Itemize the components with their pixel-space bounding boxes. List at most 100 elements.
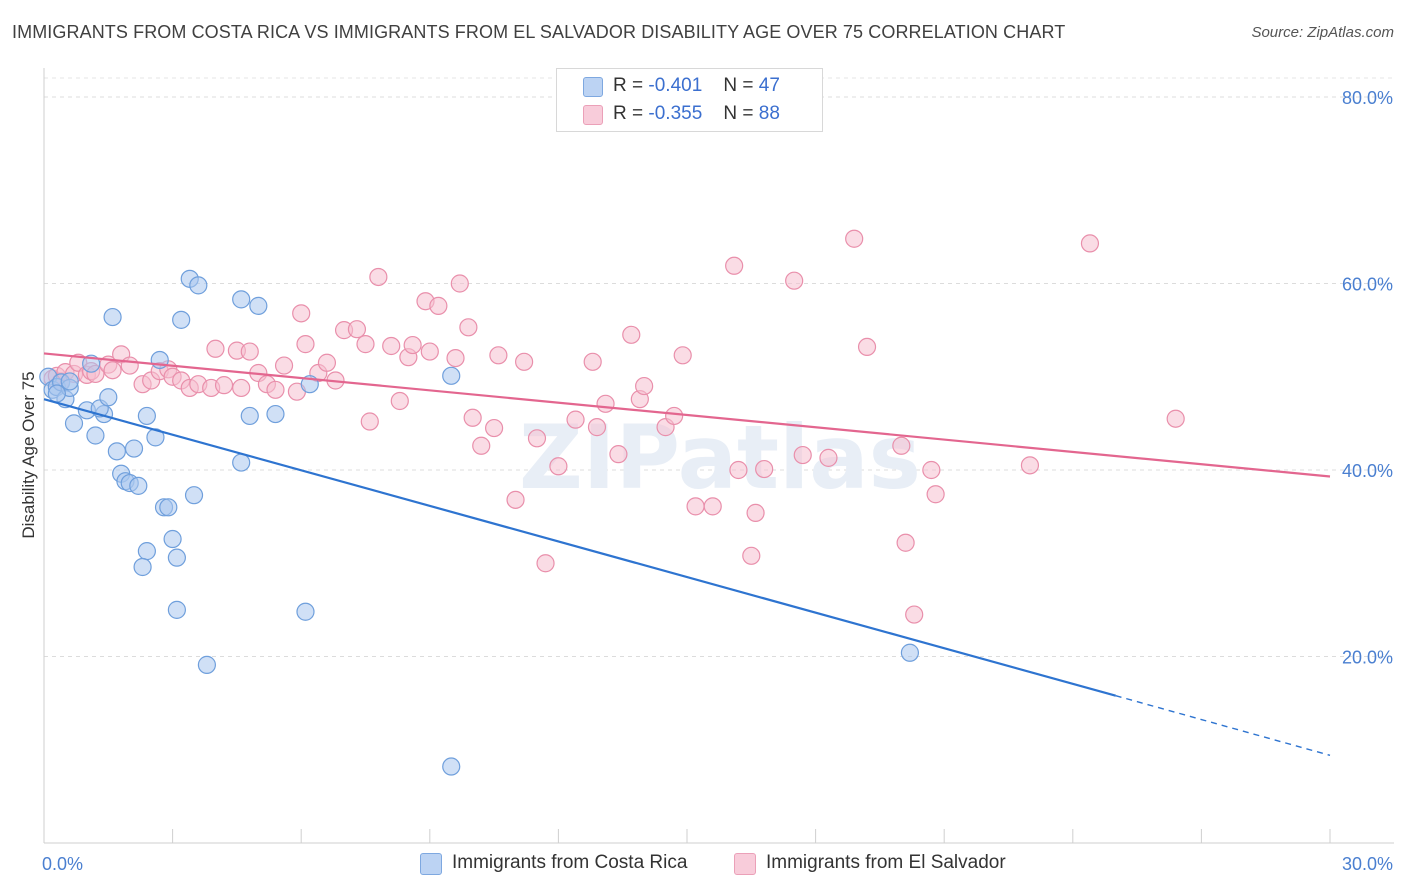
y-axis-title: Disability Age Over 75 (19, 371, 38, 538)
el-salvador-point (793, 445, 812, 465)
el-salvador-point (463, 408, 482, 427)
y-tick-label: 80.0% (1342, 88, 1393, 108)
x-tick-label: 0.0% (42, 854, 83, 874)
legend-n-value: 47 (758, 75, 780, 96)
legend-swatch-pink (583, 105, 603, 125)
el-salvador-point (587, 418, 607, 437)
costa-rica-point (64, 414, 84, 433)
el-salvador-point (103, 361, 122, 380)
x-tick-label: 30.0% (1342, 854, 1393, 874)
el-salvador-point (857, 337, 877, 357)
costa-rica-point (159, 498, 178, 517)
costa-rica-point (129, 476, 148, 495)
legend-n-label: N = (723, 75, 754, 96)
el-salvador-point (1080, 234, 1100, 253)
el-salvador-point (292, 304, 311, 323)
costa-rica-points (39, 269, 920, 776)
bottom-legend-swatch-blue (420, 853, 442, 875)
el-salvador-point (1166, 409, 1185, 428)
costa-rica-point (232, 453, 251, 472)
y-tick-labels: 80.0% 60.0% 40.0% 20.0% (1342, 88, 1393, 668)
el-salvador-point (1020, 456, 1040, 475)
el-salvador-point (725, 256, 744, 275)
costa-rica-point (232, 290, 251, 309)
costa-rica-point (189, 276, 208, 295)
el-salvador-point (596, 394, 615, 413)
el-salvador-point (360, 412, 379, 431)
costa-rica-point (240, 406, 259, 426)
legend-swatch-blue (583, 77, 603, 97)
el-salvador-point (420, 342, 439, 361)
el-salvador-point (274, 356, 294, 375)
source-label: Source: ZipAtlas.com (1251, 24, 1394, 41)
watermark: ZIPatlas (519, 406, 921, 509)
costa-rica-point (197, 655, 216, 674)
costa-rica-point (296, 602, 315, 621)
el-salvador-point (583, 352, 602, 371)
el-salvador-point (665, 406, 684, 426)
legend-r-value: -0.355 (648, 103, 703, 124)
costa-rica-point (184, 486, 204, 505)
costa-rica-point (163, 529, 182, 549)
costa-rica-point (137, 542, 156, 561)
el-salvador-point (896, 533, 915, 552)
el-salvador-point (819, 448, 838, 467)
el-salvador-point (459, 318, 478, 337)
el-salvador-point (845, 229, 864, 248)
costa-rica-point (86, 426, 105, 445)
el-salvador-point (536, 554, 555, 573)
el-salvador-trend-line (43, 352, 1331, 478)
el-salvador-point (926, 485, 945, 504)
el-salvador-point (506, 490, 525, 509)
costa-rica-trend-extension (1115, 694, 1331, 757)
el-salvador-point (742, 546, 761, 565)
costa-rica-trend-line (43, 398, 1116, 697)
el-salvador-point (472, 436, 491, 455)
costa-rica-point (133, 557, 152, 577)
el-salvador-point (622, 325, 641, 344)
costa-rica-point (900, 643, 920, 662)
costa-rica-point (107, 442, 126, 461)
el-salvador-point (120, 356, 139, 375)
bottom-legend-label: Immigrants from El Salvador (766, 852, 1006, 873)
el-salvador-point (369, 267, 388, 287)
costa-rica-point (266, 404, 285, 424)
el-salvador-point (347, 320, 367, 339)
el-salvador-point (549, 457, 568, 476)
el-salvador-point (266, 380, 285, 399)
el-salvador-point (382, 336, 401, 356)
el-salvador-point (390, 391, 409, 411)
el-salvador-point (635, 376, 654, 396)
el-salvador-point (746, 503, 765, 522)
el-salvador-point (515, 352, 534, 371)
legend-r-label: R = (613, 103, 644, 124)
legend-r-label: R = (613, 75, 644, 96)
el-salvador-point (296, 335, 315, 354)
costa-rica-point (47, 384, 66, 403)
costa-rica-point (249, 296, 268, 315)
costa-rica-point (172, 310, 191, 329)
costa-rica-point (103, 307, 122, 327)
y-tick-label: 60.0% (1342, 275, 1393, 295)
el-salvador-point (785, 271, 804, 290)
y-tick-label: 40.0% (1342, 461, 1393, 481)
el-salvador-point (317, 353, 337, 372)
el-salvador-point (206, 339, 225, 358)
costa-rica-point (167, 600, 186, 619)
grid-lines (44, 77, 1394, 657)
costa-rica-point (442, 366, 461, 385)
el-salvador-point (755, 459, 774, 479)
el-salvador-point (489, 346, 508, 365)
correlation-legend: R = -0.401 N = 47 R = -0.355 N = 88 (556, 68, 823, 132)
legend-n-value: 88 (758, 103, 780, 124)
legend-r-value: -0.401 (648, 75, 703, 96)
costa-rica-point (167, 548, 186, 567)
costa-rica-point (60, 372, 79, 391)
el-salvador-point (905, 605, 924, 624)
el-salvador-point (214, 376, 234, 395)
el-salvador-point (485, 418, 504, 438)
axes (43, 68, 1394, 844)
costa-rica-point (99, 388, 118, 407)
el-salvador-point (429, 296, 448, 315)
